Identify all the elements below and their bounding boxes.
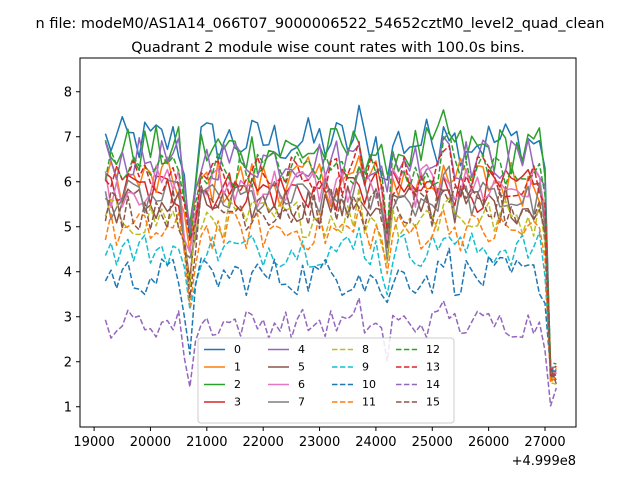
series-line-7 [104, 165, 557, 369]
y-tick-label: 6 [64, 175, 72, 190]
axes-frame [79, 57, 577, 428]
legend-label-12: 12 [426, 343, 440, 356]
figure-suptitle: n file: modeM0/AS1A14_066T07_9000006522_… [36, 16, 605, 32]
series-line-4 [104, 135, 557, 375]
legend-label-6: 6 [298, 378, 305, 391]
legend-label-1: 1 [234, 361, 241, 374]
y-axis: 1 2 3 4 5 6 7 8 [64, 85, 80, 415]
series-line-14 [104, 297, 558, 407]
legend-label-14: 14 [426, 378, 440, 391]
legend-label-11: 11 [362, 396, 376, 409]
series-line-11 [104, 206, 557, 384]
legend-label-15: 15 [426, 396, 440, 409]
series-line-13 [104, 140, 557, 372]
series-line-0 [104, 104, 557, 381]
y-tick-label: 5 [64, 220, 72, 235]
legend-label-9: 9 [362, 361, 369, 374]
y-tick-label: 3 [64, 310, 72, 325]
legend-label-7: 7 [298, 396, 305, 409]
legend-label-0: 0 [234, 343, 241, 356]
legend-label-13: 13 [426, 361, 440, 374]
x-tick-label: 20000 [130, 435, 171, 450]
series-line-10 [104, 247, 557, 373]
x-tick-label: 26000 [468, 435, 509, 450]
series-line-8 [104, 187, 557, 385]
y-tick-label: 1 [64, 400, 72, 415]
chart-title: Quadrant 2 module wise count rates with … [131, 40, 525, 56]
legend-label-4: 4 [298, 343, 305, 356]
y-tick-label: 7 [64, 130, 72, 145]
x-axis: 19000 20000 21000 22000 23000 24000 25000 26000… [73, 427, 566, 450]
x-tick-label: 22000 [243, 435, 284, 450]
legend-label-5: 5 [298, 361, 305, 374]
x-tick-label: 19000 [73, 435, 114, 450]
x-tick-label: 24000 [355, 435, 396, 450]
y-tick-label: 4 [64, 265, 72, 280]
legend-label-10: 10 [362, 378, 376, 391]
legend-box [197, 337, 455, 424]
series-lines [104, 104, 558, 407]
x-tick-label: 27000 [524, 435, 565, 450]
series-line-15 [104, 186, 557, 378]
y-tick-label: 8 [64, 85, 72, 100]
x-tick-label: 25000 [412, 435, 453, 450]
x-offset-label: +4.999e8 [512, 454, 576, 469]
x-tick-label: 21000 [186, 435, 227, 450]
series-line-12 [104, 131, 557, 365]
series-line-9 [104, 227, 557, 372]
y-tick-label: 2 [64, 355, 72, 370]
x-tick-label: 23000 [299, 435, 340, 450]
legend-label-2: 2 [234, 378, 241, 391]
legend-label-3: 3 [234, 396, 241, 409]
legend-label-8: 8 [362, 343, 369, 356]
